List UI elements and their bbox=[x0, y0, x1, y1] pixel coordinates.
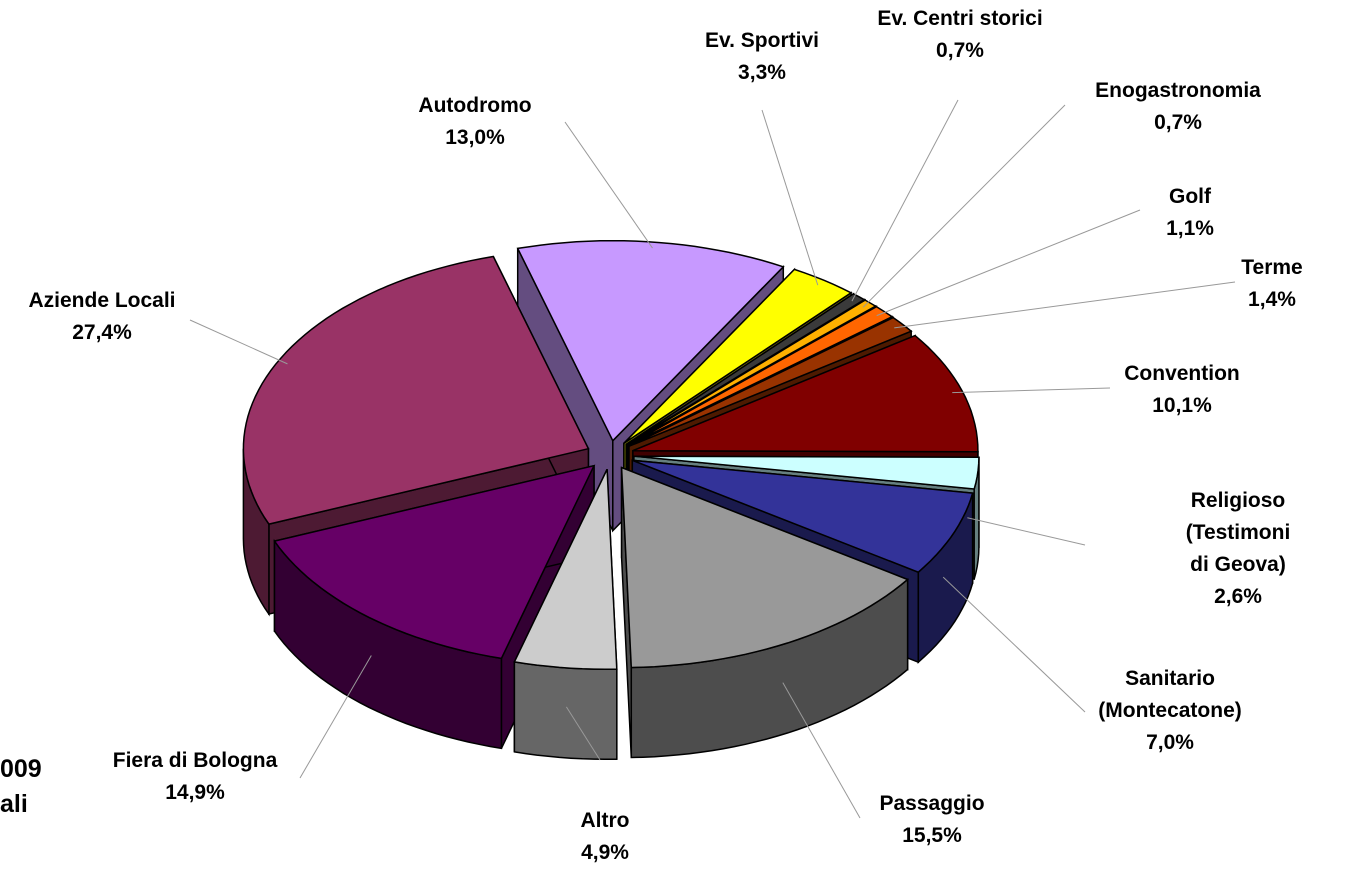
leader-line bbox=[565, 706, 601, 761]
slice-wall bbox=[513, 661, 618, 761]
value-label: 0,7% bbox=[936, 39, 984, 62]
value-label: 13,0% bbox=[445, 126, 505, 149]
leader-line bbox=[876, 209, 1141, 317]
slice bbox=[628, 316, 913, 447]
slice-label: Altro 4,9% bbox=[581, 805, 630, 869]
category-label: Ev. Centri storici bbox=[877, 7, 1043, 30]
slice bbox=[632, 459, 974, 574]
slice-label: Aziende Locali 27,4% bbox=[28, 285, 175, 349]
category-label: Fiera di Bologna bbox=[112, 749, 278, 772]
slice-label: Terme 1,4% bbox=[1241, 252, 1302, 316]
leader-line bbox=[189, 319, 288, 365]
slice bbox=[632, 334, 979, 453]
slice bbox=[627, 305, 894, 447]
leader-line bbox=[942, 576, 1086, 713]
slice-label: Sanitario (Montecatone) 7,0% bbox=[1098, 663, 1242, 759]
leader-line bbox=[564, 121, 653, 249]
category-label: Altro bbox=[580, 809, 630, 832]
leader-line bbox=[299, 655, 372, 779]
leader-line bbox=[967, 517, 1086, 546]
category-label: Aziende Locali bbox=[28, 289, 176, 312]
slice bbox=[242, 255, 590, 525]
category-label: Autodromo bbox=[418, 94, 532, 117]
slice-label: Autodromo 13,0% bbox=[418, 90, 531, 154]
slice-label: Enogastronomia 0,7% bbox=[1095, 75, 1261, 139]
value-label: 1,1% bbox=[1166, 217, 1214, 240]
value-label: 27,4% bbox=[72, 321, 132, 344]
slice bbox=[273, 464, 596, 660]
value-label: 14,9% bbox=[165, 781, 225, 804]
slice-label: Ev. Centri storici 0,7% bbox=[877, 3, 1042, 67]
value-label: 4,9% bbox=[581, 841, 629, 864]
slice-label: Convention 10,1% bbox=[1124, 358, 1240, 422]
slice-label: Passaggio 15,5% bbox=[879, 788, 984, 852]
category-label: Ev. Sportivi bbox=[705, 29, 819, 52]
category-label: Terme bbox=[1241, 256, 1303, 279]
value-label: 0,7% bbox=[1154, 111, 1202, 134]
slice bbox=[620, 466, 910, 669]
value-label: 7,0% bbox=[1146, 731, 1194, 754]
leader-line bbox=[894, 281, 1236, 329]
category-label: Passaggio bbox=[879, 792, 985, 815]
slice bbox=[633, 455, 980, 490]
slice bbox=[516, 239, 785, 442]
leader-line bbox=[862, 104, 1066, 308]
slice-label: Ev. Sportivi 3,3% bbox=[705, 25, 819, 89]
leader-line bbox=[851, 99, 959, 302]
value-label: 1,4% bbox=[1248, 288, 1296, 311]
leader-line bbox=[782, 682, 861, 819]
leader-line bbox=[952, 387, 1111, 394]
value-label: 3,3% bbox=[738, 61, 786, 84]
value-label: 10,1% bbox=[1152, 394, 1212, 417]
slice bbox=[623, 268, 853, 444]
slice bbox=[513, 468, 618, 671]
category-label: Golf bbox=[1169, 185, 1211, 208]
annotation: 009 bbox=[0, 755, 42, 783]
category-label: Convention bbox=[1124, 362, 1240, 385]
slice bbox=[626, 299, 878, 446]
value-label: 2,6% bbox=[1214, 585, 1262, 608]
category-label: Enogastronomia bbox=[1095, 79, 1261, 102]
slice-label: Fiera di Bologna 14,9% bbox=[113, 745, 278, 809]
category-label: Sanitario (Montecatone) bbox=[1098, 667, 1242, 722]
value-label: 15,5% bbox=[902, 824, 962, 847]
category-label: Religioso (Testimoni di Geova) bbox=[1185, 489, 1291, 576]
slice-label: Religioso (Testimoni di Geova) 2,6% bbox=[1177, 485, 1300, 613]
slice-label: Golf 1,1% bbox=[1166, 181, 1214, 245]
annotation: ali bbox=[0, 790, 28, 818]
leader-line bbox=[761, 109, 819, 286]
